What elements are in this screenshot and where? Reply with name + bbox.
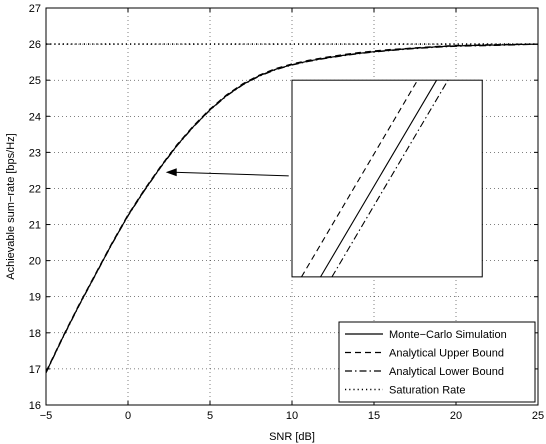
arrow-shaft [173,171,289,177]
legend-entry: Analytical Lower Bound [389,366,504,378]
series-layer [45,43,539,374]
y-tick-label: 17 [29,364,41,376]
zoom-arrow [165,168,289,177]
y-tick-label: 22 [29,183,41,195]
x-tick-label: 10 [286,410,298,422]
legend-entry: Saturation Rate [389,385,465,397]
arrow-head [165,168,177,177]
x-tick-label: 20 [450,410,462,422]
y-tick-label: 23 [29,147,41,159]
inset-line-dashed [301,79,419,278]
x-tick-label: 25 [532,410,544,422]
axis-ticks: −5 0 5 10 15 20 25 16 17 18 19 20 21 22 23 24 25 26 27 [29,3,544,422]
y-tick-label: 21 [29,220,41,232]
legend: Monte−Carlo Simulation Analytical Upper B… [338,321,536,403]
series-line-1 [45,43,539,373]
series-line-2 [45,43,539,374]
inset-line-solid [320,79,438,278]
y-tick-label: 26 [29,39,41,51]
inset-box [291,79,483,278]
legend-entry: Analytical Upper Bound [389,348,504,360]
x-tick-label: 15 [368,410,380,422]
legend-entry: Monte−Carlo Simulation [389,329,507,341]
y-tick-label: 25 [29,75,41,87]
y-tick-label: 19 [29,292,41,304]
y-tick-label: 27 [29,3,41,15]
legend-box [338,321,536,403]
x-tick-label: −5 [40,410,53,422]
y-tick-label: 18 [29,328,41,340]
x-tick-label: 5 [207,410,213,422]
y-tick-label: 16 [29,400,41,412]
x-tick-label: 0 [125,410,131,422]
inset-line-dashdot [331,79,449,278]
y-tick-label: 24 [29,111,41,123]
x-axis-label: SNR [dB] [269,431,315,443]
y-tick-label: 20 [29,256,41,268]
y-axis-label: Achievable sum−rate [bps/Hz] [5,133,17,279]
zoom-inset [291,79,483,278]
